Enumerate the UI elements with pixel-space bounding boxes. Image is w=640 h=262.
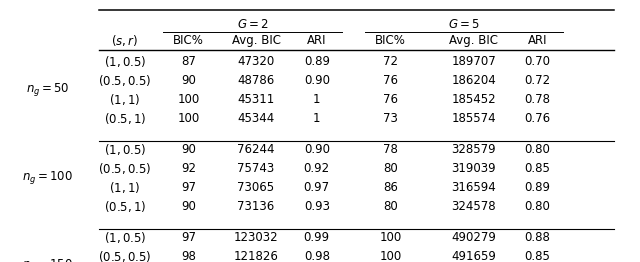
Text: 0.98: 0.98 bbox=[304, 250, 330, 262]
Text: 1: 1 bbox=[313, 112, 321, 125]
Text: 490279: 490279 bbox=[451, 231, 496, 244]
Text: $(s, r)$: $(s, r)$ bbox=[111, 33, 138, 48]
Text: $n_g = 150$: $n_g = 150$ bbox=[22, 257, 74, 262]
Text: ARI: ARI bbox=[528, 34, 547, 47]
Text: $(0.5, 0.5)$: $(0.5, 0.5)$ bbox=[98, 161, 152, 176]
Text: 76244: 76244 bbox=[237, 143, 275, 156]
Text: 45344: 45344 bbox=[237, 112, 275, 125]
Text: 90: 90 bbox=[181, 200, 196, 213]
Text: 0.80: 0.80 bbox=[525, 143, 550, 156]
Text: 100: 100 bbox=[380, 231, 401, 244]
Text: 0.90: 0.90 bbox=[304, 74, 330, 87]
Text: 186204: 186204 bbox=[451, 74, 496, 87]
Text: 316594: 316594 bbox=[451, 181, 496, 194]
Text: $(1, 1)$: $(1, 1)$ bbox=[109, 180, 140, 195]
Text: 76: 76 bbox=[383, 74, 398, 87]
Text: 0.89: 0.89 bbox=[525, 181, 550, 194]
Text: 97: 97 bbox=[181, 181, 196, 194]
Text: 100: 100 bbox=[178, 93, 200, 106]
Text: 0.72: 0.72 bbox=[525, 74, 550, 87]
Text: 324578: 324578 bbox=[451, 200, 496, 213]
Text: 100: 100 bbox=[178, 112, 200, 125]
Text: 90: 90 bbox=[181, 74, 196, 87]
Text: BIC%: BIC% bbox=[173, 34, 204, 47]
Text: 80: 80 bbox=[383, 162, 398, 175]
Text: 0.85: 0.85 bbox=[525, 250, 550, 262]
Text: 80: 80 bbox=[383, 200, 398, 213]
Text: 75743: 75743 bbox=[237, 162, 275, 175]
Text: 73: 73 bbox=[383, 112, 398, 125]
Text: 0.89: 0.89 bbox=[304, 55, 330, 68]
Text: 86: 86 bbox=[383, 181, 398, 194]
Text: 87: 87 bbox=[181, 55, 196, 68]
Text: $n_g = 100$: $n_g = 100$ bbox=[22, 169, 74, 186]
Text: 76: 76 bbox=[383, 93, 398, 106]
Text: 0.99: 0.99 bbox=[304, 231, 330, 244]
Text: $n_g = 50$: $n_g = 50$ bbox=[26, 81, 70, 98]
Text: $(1, 0.5)$: $(1, 0.5)$ bbox=[104, 142, 146, 157]
Text: 0.76: 0.76 bbox=[525, 112, 550, 125]
Text: 189707: 189707 bbox=[451, 55, 496, 68]
Text: 0.93: 0.93 bbox=[304, 200, 330, 213]
Text: Avg. BIC: Avg. BIC bbox=[232, 34, 280, 47]
Text: $(1, 0.5)$: $(1, 0.5)$ bbox=[104, 230, 146, 245]
Text: 0.90: 0.90 bbox=[304, 143, 330, 156]
Text: BIC%: BIC% bbox=[375, 34, 406, 47]
Text: 0.80: 0.80 bbox=[525, 200, 550, 213]
Text: 73136: 73136 bbox=[237, 200, 275, 213]
Text: 73065: 73065 bbox=[237, 181, 275, 194]
Text: 78: 78 bbox=[383, 143, 398, 156]
Text: 328579: 328579 bbox=[451, 143, 496, 156]
Text: $(1, 1)$: $(1, 1)$ bbox=[109, 92, 140, 107]
Text: 90: 90 bbox=[181, 143, 196, 156]
Text: $(0.5, 1)$: $(0.5, 1)$ bbox=[104, 111, 146, 126]
Text: $G = 2$: $G = 2$ bbox=[237, 18, 269, 31]
Text: 123032: 123032 bbox=[234, 231, 278, 244]
Text: $(0.5, 0.5)$: $(0.5, 0.5)$ bbox=[98, 73, 152, 88]
Text: ARI: ARI bbox=[307, 34, 326, 47]
Text: 121826: 121826 bbox=[234, 250, 278, 262]
Text: $G = 5$: $G = 5$ bbox=[448, 18, 480, 31]
Text: 1: 1 bbox=[313, 93, 321, 106]
Text: $(0.5, 1)$: $(0.5, 1)$ bbox=[104, 199, 146, 214]
Text: 491659: 491659 bbox=[451, 250, 496, 262]
Text: 100: 100 bbox=[380, 250, 401, 262]
Text: 98: 98 bbox=[181, 250, 196, 262]
Text: 185574: 185574 bbox=[451, 112, 496, 125]
Text: $(0.5, 0.5)$: $(0.5, 0.5)$ bbox=[98, 249, 152, 262]
Text: 319039: 319039 bbox=[451, 162, 496, 175]
Text: 0.85: 0.85 bbox=[525, 162, 550, 175]
Text: 48786: 48786 bbox=[237, 74, 275, 87]
Text: 47320: 47320 bbox=[237, 55, 275, 68]
Text: 92: 92 bbox=[181, 162, 196, 175]
Text: 0.70: 0.70 bbox=[525, 55, 550, 68]
Text: 72: 72 bbox=[383, 55, 398, 68]
Text: 0.92: 0.92 bbox=[304, 162, 330, 175]
Text: 0.78: 0.78 bbox=[525, 93, 550, 106]
Text: 97: 97 bbox=[181, 231, 196, 244]
Text: 45311: 45311 bbox=[237, 93, 275, 106]
Text: 0.88: 0.88 bbox=[525, 231, 550, 244]
Text: Avg. BIC: Avg. BIC bbox=[449, 34, 498, 47]
Text: $(1, 0.5)$: $(1, 0.5)$ bbox=[104, 54, 146, 69]
Text: 0.97: 0.97 bbox=[304, 181, 330, 194]
Text: 185452: 185452 bbox=[451, 93, 496, 106]
